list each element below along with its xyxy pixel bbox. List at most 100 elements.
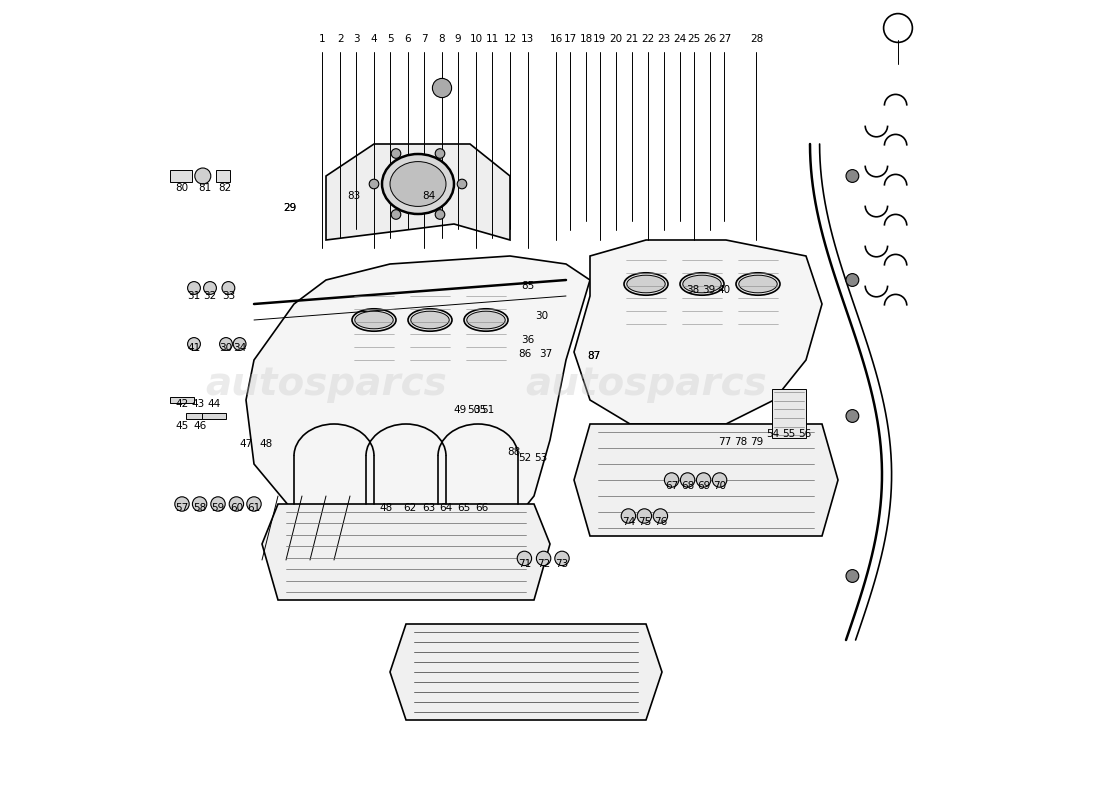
Ellipse shape — [466, 311, 505, 329]
Text: 45: 45 — [175, 421, 188, 430]
Text: 40: 40 — [718, 285, 732, 294]
Text: 27: 27 — [718, 34, 732, 44]
Text: 30: 30 — [536, 311, 549, 321]
Ellipse shape — [683, 275, 722, 293]
Text: 53: 53 — [534, 453, 547, 462]
Circle shape — [188, 338, 200, 350]
Text: 48: 48 — [260, 439, 273, 449]
Text: 57: 57 — [175, 503, 188, 513]
Text: autosparcs: autosparcs — [205, 365, 447, 403]
Text: 73: 73 — [556, 559, 569, 569]
Text: 11: 11 — [486, 34, 499, 44]
Ellipse shape — [355, 311, 393, 329]
Text: 64: 64 — [439, 503, 452, 513]
Text: 9: 9 — [454, 34, 461, 44]
Text: 49: 49 — [454, 405, 467, 414]
Circle shape — [432, 78, 452, 98]
Bar — [170, 397, 194, 403]
Circle shape — [621, 509, 636, 523]
Text: 7: 7 — [421, 34, 428, 44]
Text: 85: 85 — [521, 282, 535, 291]
Ellipse shape — [627, 275, 666, 293]
Circle shape — [436, 210, 444, 219]
Circle shape — [370, 179, 378, 189]
Circle shape — [192, 497, 207, 511]
Circle shape — [233, 338, 246, 350]
Text: 34: 34 — [233, 343, 246, 353]
Circle shape — [664, 473, 679, 487]
Text: 61: 61 — [248, 503, 261, 513]
Text: 39: 39 — [702, 285, 715, 294]
Text: 83: 83 — [348, 191, 361, 201]
Text: 5: 5 — [387, 34, 394, 44]
Text: 30: 30 — [219, 343, 232, 353]
Bar — [216, 170, 230, 182]
Text: 38: 38 — [685, 285, 698, 294]
Circle shape — [195, 168, 211, 184]
Circle shape — [554, 551, 569, 566]
Circle shape — [846, 410, 859, 422]
Text: 41: 41 — [187, 343, 200, 353]
Text: 72: 72 — [537, 559, 550, 569]
Text: 87: 87 — [587, 351, 601, 361]
Text: 18: 18 — [580, 34, 593, 44]
Text: 67: 67 — [666, 482, 679, 491]
Text: 25: 25 — [688, 34, 701, 44]
Text: 24: 24 — [673, 34, 686, 44]
Circle shape — [229, 497, 243, 511]
Text: 82: 82 — [219, 183, 232, 193]
Text: 48: 48 — [379, 503, 393, 513]
Circle shape — [220, 338, 232, 350]
Text: 66: 66 — [475, 503, 488, 513]
Ellipse shape — [382, 154, 454, 214]
Text: 29: 29 — [284, 203, 297, 213]
Ellipse shape — [624, 273, 668, 295]
Text: 12: 12 — [504, 34, 517, 44]
Polygon shape — [326, 144, 510, 240]
Bar — [186, 413, 210, 419]
Text: 86: 86 — [518, 349, 531, 358]
Circle shape — [696, 473, 711, 487]
Text: 4: 4 — [371, 34, 377, 44]
Text: 79: 79 — [750, 437, 763, 446]
Text: 8: 8 — [439, 34, 446, 44]
Circle shape — [517, 551, 531, 566]
Text: 55: 55 — [782, 429, 795, 438]
Text: 54: 54 — [766, 429, 779, 438]
Circle shape — [653, 509, 668, 523]
Text: 62: 62 — [404, 503, 417, 513]
Text: 70: 70 — [713, 482, 726, 491]
Text: 36: 36 — [521, 335, 535, 345]
Ellipse shape — [739, 275, 778, 293]
Text: 56: 56 — [798, 429, 811, 438]
Polygon shape — [574, 424, 838, 536]
Circle shape — [246, 497, 261, 511]
Polygon shape — [262, 504, 550, 600]
Text: 16: 16 — [550, 34, 563, 44]
Text: 63: 63 — [421, 503, 434, 513]
Text: 13: 13 — [521, 34, 535, 44]
Text: 87: 87 — [587, 351, 601, 361]
Text: 65: 65 — [456, 503, 470, 513]
Text: 68: 68 — [681, 482, 694, 491]
Text: 10: 10 — [470, 34, 483, 44]
Text: 44: 44 — [208, 399, 221, 409]
Text: 81: 81 — [198, 183, 211, 193]
Text: 71: 71 — [518, 559, 531, 569]
Ellipse shape — [464, 309, 508, 331]
Text: 43: 43 — [191, 399, 205, 409]
Circle shape — [175, 497, 189, 511]
Text: 78: 78 — [734, 437, 747, 446]
Text: 26: 26 — [703, 34, 716, 44]
Text: 75: 75 — [638, 517, 651, 526]
Text: 37: 37 — [539, 349, 552, 358]
Polygon shape — [246, 256, 590, 560]
Text: 74: 74 — [621, 517, 635, 526]
Text: 22: 22 — [641, 34, 654, 44]
Text: 58: 58 — [192, 503, 206, 513]
Circle shape — [713, 473, 727, 487]
Text: 33: 33 — [222, 291, 235, 301]
Circle shape — [211, 497, 226, 511]
Circle shape — [681, 473, 695, 487]
Text: 28: 28 — [750, 34, 763, 44]
